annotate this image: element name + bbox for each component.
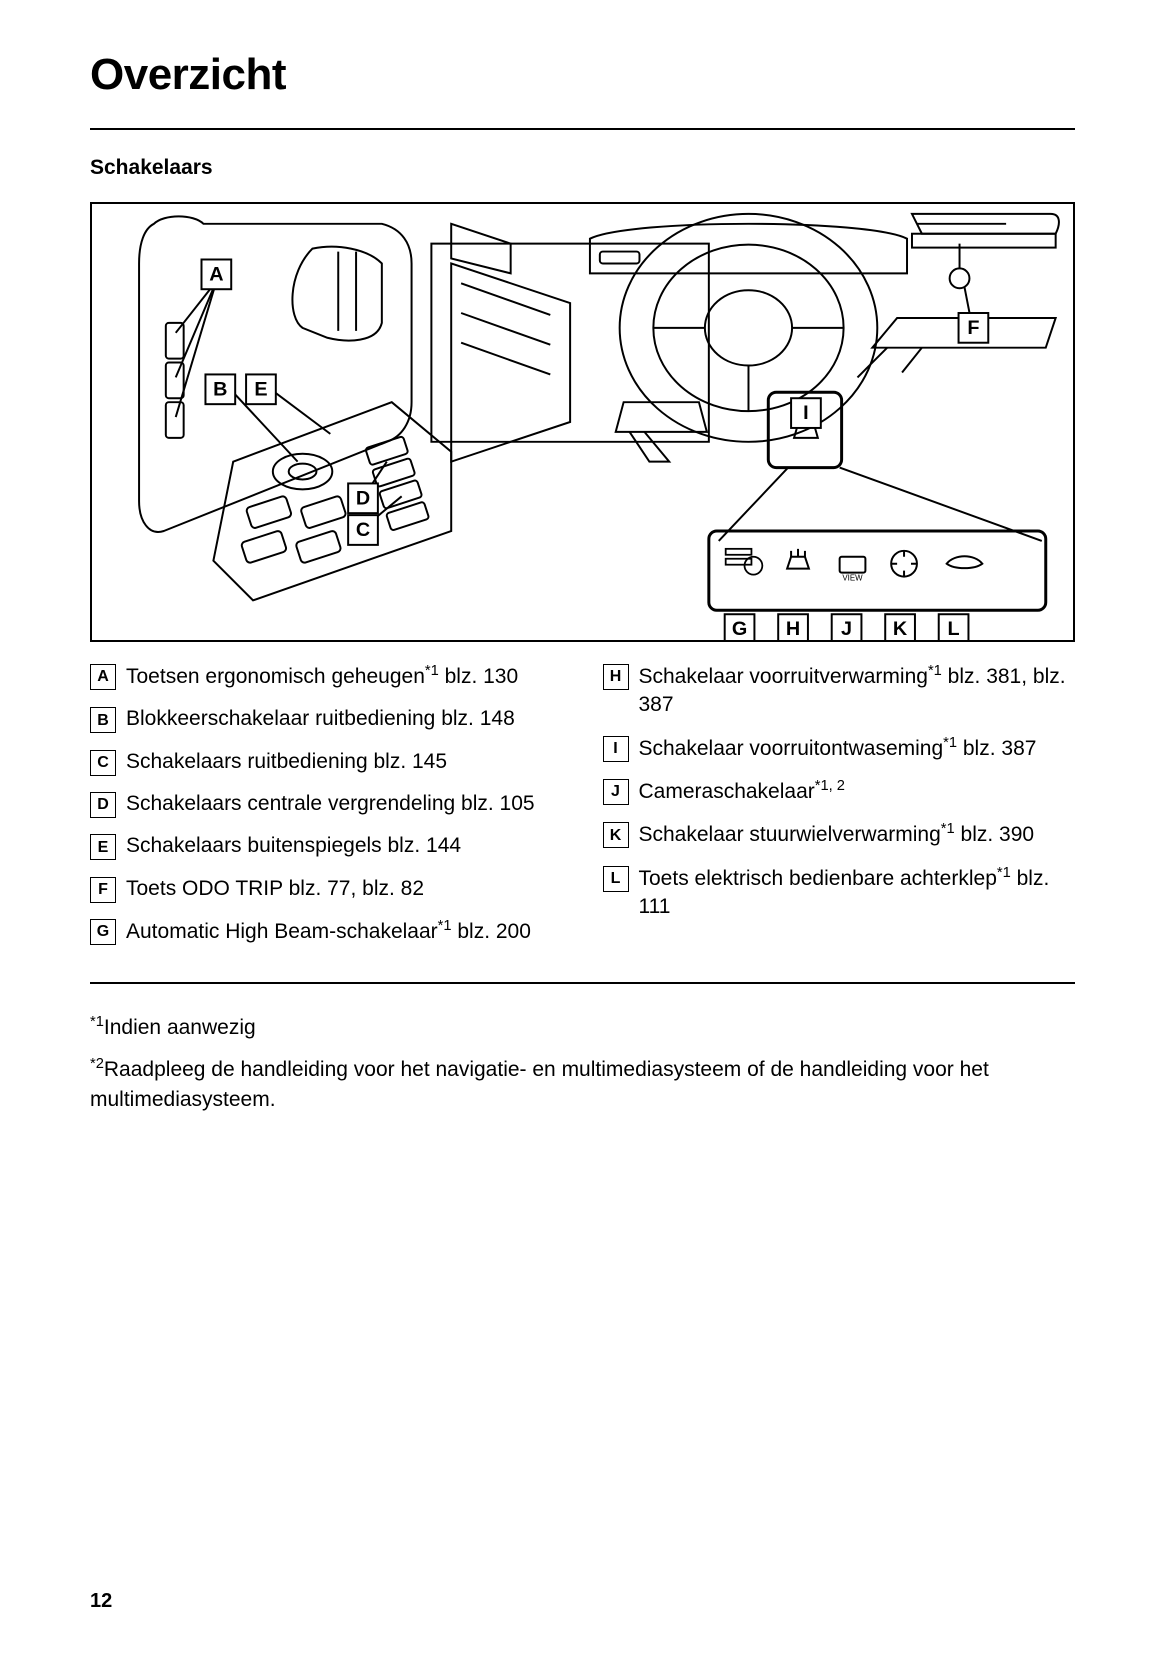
callout-h: H (786, 618, 800, 640)
legend-item: E Schakelaars buitenspiegels blz. 144 (90, 832, 563, 860)
legend-text: Schakelaars buitenspiegels blz. 144 (126, 832, 563, 860)
section-title: Schakelaars (90, 156, 1075, 180)
legend-item: A Toetsen ergonomisch geheugen*1 blz. 130 (90, 662, 563, 691)
legend-item: D Schakelaars centrale vergrendeling blz.… (90, 790, 563, 818)
footnote-2-text: Raadpleeg de handleiding voor het naviga… (90, 1058, 989, 1111)
legend-item: H Schakelaar voorruitverwarming*1 blz. 38… (603, 662, 1076, 720)
legend-letter-box: G (90, 919, 116, 945)
callout-i: I (803, 402, 809, 424)
callout-j: J (841, 618, 852, 640)
legend-label: Schakelaars centrale vergrendeling (126, 792, 455, 815)
legend-item: B Blokkeerschakelaar ruitbediening blz. 1… (90, 705, 563, 733)
diagram-svg: VIEW (92, 204, 1073, 640)
legend-letter-box: D (90, 792, 116, 818)
callout-c: C (356, 519, 370, 541)
legend-letter-box: I (603, 736, 629, 762)
legend-item: L Toets elektrisch bedienbare achterklep*… (603, 864, 1076, 922)
legend-page-ref: blz. 130 (439, 665, 518, 688)
legend-text: Cameraschakelaar*1, 2 (639, 777, 1076, 806)
legend-text: Toets ODO TRIP blz. 77, blz. 82 (126, 875, 563, 903)
legend-sup: *1 (997, 865, 1011, 881)
legend-letter-box: A (90, 664, 116, 690)
legend-letter-box: C (90, 750, 116, 776)
legend-sup: *1 (928, 663, 942, 679)
callout-e: E (254, 378, 267, 400)
footnote-2-marker: *2 (90, 1056, 104, 1072)
footnote-1: *1Indien aanwezig (90, 1012, 1075, 1043)
footnote-2: *2Raadpleeg de handleiding voor het navi… (90, 1054, 1075, 1116)
legend-sup: *1, 2 (815, 778, 845, 794)
legend-item: G Automatic High Beam-schakelaar*1 blz. 2… (90, 917, 563, 946)
title-rule (90, 128, 1075, 130)
legend-label: Schakelaar voorruitontwaseming (639, 737, 944, 760)
callout-a: A (209, 263, 223, 285)
legend-item: J Cameraschakelaar*1, 2 (603, 777, 1076, 806)
legend-item: I Schakelaar voorruitontwaseming*1 blz. 3… (603, 734, 1076, 763)
legend-text: Toets elektrisch bedienbare achterklep*1… (639, 864, 1076, 922)
legend-label: Toetsen ergonomisch geheugen (126, 665, 425, 688)
legend-page-ref: blz. 390 (955, 823, 1034, 846)
legend-label: Schakelaars buitenspiegels (126, 834, 382, 857)
diagram-frame: VIEW (90, 202, 1075, 642)
legend-label: Automatic High Beam-schakelaar (126, 920, 438, 943)
legend-label: Toets elektrisch bedienbare achterklep (639, 867, 997, 890)
legend-letter-box: L (603, 866, 629, 892)
legend-column-right: HSchakelaar voorruitverwarming*1 blz. 38… (603, 662, 1076, 960)
legend-text: Blokkeerschakelaar ruitbediening blz. 14… (126, 705, 563, 733)
legend-letter-box: J (603, 779, 629, 805)
legend-label: Toets ODO TRIP (126, 877, 283, 900)
footnotes: *1Indien aanwezig *2Raadpleeg de handlei… (90, 1012, 1075, 1115)
legend-page-ref: blz. 200 (452, 920, 531, 943)
legend-label: Cameraschakelaar (639, 780, 815, 803)
legend-label: Schakelaar stuurwielverwarming (639, 823, 941, 846)
legend-letter-box: B (90, 707, 116, 733)
callout-d: D (356, 487, 370, 509)
legend-letter-box: K (603, 822, 629, 848)
legend-letter-box: F (90, 877, 116, 903)
legend-page-ref: blz. 105 (455, 792, 534, 815)
legend-item: C Schakelaars ruitbediening blz. 145 (90, 748, 563, 776)
callout-k: K (893, 618, 908, 640)
footnote-1-text: Indien aanwezig (104, 1016, 256, 1039)
legend-page-ref: blz. 144 (382, 834, 461, 857)
legend-text: Schakelaar stuurwielverwarming*1 blz. 39… (639, 820, 1076, 849)
page-title: Overzicht (90, 50, 1075, 100)
page-number: 12 (90, 1590, 112, 1613)
legend-text: Toetsen ergonomisch geheugen*1 blz. 130 (126, 662, 563, 691)
legend-item: F Toets ODO TRIP blz. 77, blz. 82 (90, 875, 563, 903)
legend-page-ref: blz. 145 (368, 750, 447, 773)
callout-l: L (948, 618, 960, 640)
legend-text: Schakelaars centrale vergrendeling blz. … (126, 790, 563, 818)
legend-sup: *1 (425, 663, 439, 679)
legend-page-ref: blz. 148 (435, 707, 514, 730)
legend-page-ref: blz. 77, blz. 82 (283, 877, 424, 900)
legend-text: Automatic High Beam-schakelaar*1 blz. 20… (126, 917, 563, 946)
legend-text: Schakelaar voorruitontwaseming*1 blz. 38… (639, 734, 1076, 763)
legend-letter-box: H (603, 664, 629, 690)
footnote-1-marker: *1 (90, 1014, 104, 1030)
callout-g: G (732, 618, 747, 640)
legend-column-left: AToetsen ergonomisch geheugen*1 blz. 130… (90, 662, 563, 960)
legend-columns: AToetsen ergonomisch geheugen*1 blz. 130… (90, 662, 1075, 984)
legend-label: Schakelaars ruitbediening (126, 750, 368, 773)
legend-page-ref: blz. 387 (957, 737, 1036, 760)
legend-sup: *1 (943, 735, 957, 751)
legend-letter-box: E (90, 834, 116, 860)
legend-sup: *1 (941, 821, 955, 837)
legend-item: K Schakelaar stuurwielverwarming*1 blz. 3… (603, 820, 1076, 849)
legend-text: Schakelaars ruitbediening blz. 145 (126, 748, 563, 776)
callout-f: F (967, 317, 979, 339)
callout-b: B (213, 378, 227, 400)
legend-text: Schakelaar voorruitverwarming*1 blz. 381… (639, 662, 1076, 720)
legend-sup: *1 (438, 918, 452, 934)
legend-label: Blokkeerschakelaar ruitbediening (126, 707, 435, 730)
legend-label: Schakelaar voorruitverwarming (639, 665, 928, 688)
svg-text:VIEW: VIEW (842, 574, 863, 583)
